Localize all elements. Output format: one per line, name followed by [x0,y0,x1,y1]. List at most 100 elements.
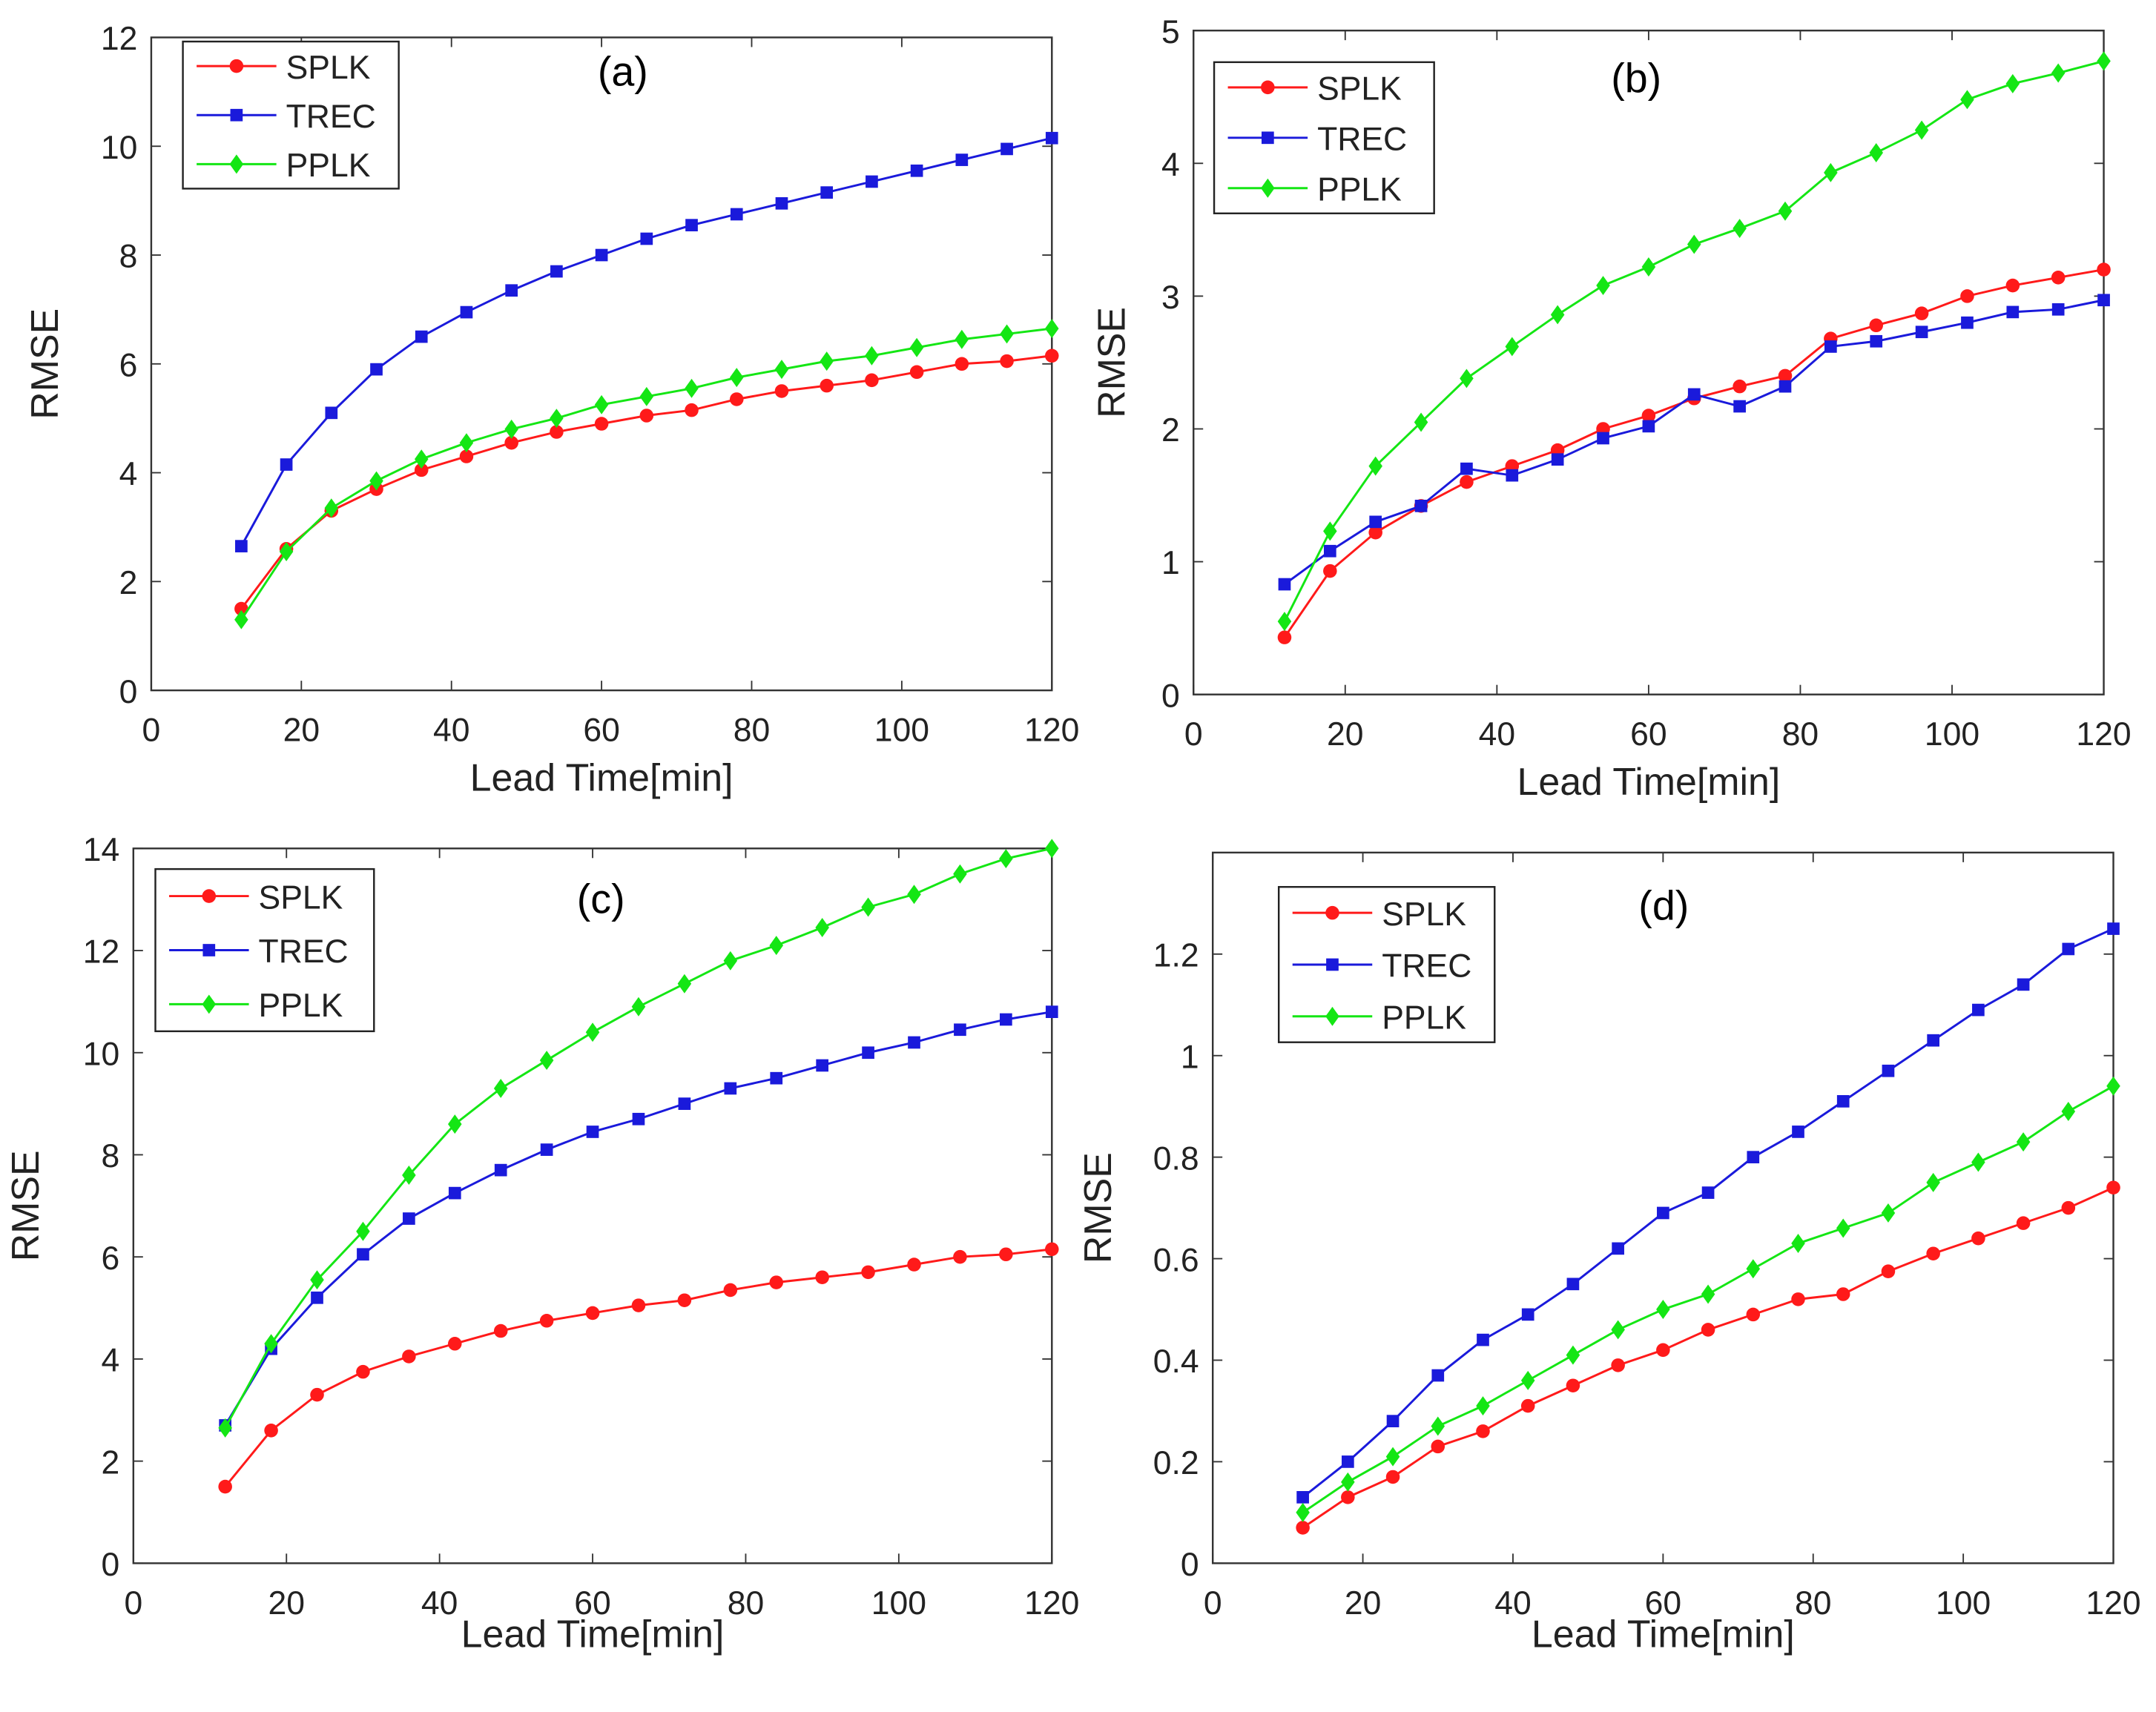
data-point [907,1257,921,1272]
y-tick-label: 0 [119,674,138,710]
x-axis-label: Lead Time[min] [1532,1613,1795,1656]
x-tick-label: 120 [1024,713,1079,749]
x-tick-label: 20 [268,1585,304,1622]
data-point [1369,515,1382,529]
data-point [685,378,699,398]
y-tick-label: 0.8 [1153,1140,1199,1177]
data-point [1791,1292,1805,1306]
data-point [632,1112,645,1126]
x-tick-label: 20 [1327,716,1363,753]
data-point [1000,354,1014,368]
data-point [955,329,969,349]
x-tick-label: 40 [1494,1585,1531,1622]
data-point [866,175,878,188]
data-point [325,406,338,420]
legend-item-splk: SPLK [1292,896,1466,933]
data-point [1431,1439,1445,1454]
data-point [685,219,698,231]
data-point [631,1298,646,1312]
legend-label: SPLK [1382,896,1466,933]
data-point [1323,563,1337,578]
data-point [1550,305,1565,325]
legend-item-pplk: PPLK [197,148,371,184]
data-point [504,419,518,439]
legend-item-pplk: PPLK [1227,171,1402,208]
legend-marker [1261,178,1275,198]
series-splk [218,1242,1059,1494]
data-point [1971,1152,1985,1172]
x-tick-label: 0 [1204,1585,1222,1622]
data-point [550,409,564,429]
y-tick-label: 10 [101,130,137,166]
x-tick-label: 0 [124,1585,142,1622]
data-point [370,363,383,376]
x-tick-label: 40 [433,713,469,749]
data-point [2005,278,2020,293]
data-point [2051,303,2065,316]
data-point [816,1059,829,1072]
data-point [1733,379,1747,394]
data-point [639,386,654,406]
data-point [1701,1323,1715,1337]
data-point [448,1114,462,1134]
data-point [1521,1308,1534,1321]
data-point [1961,316,1974,329]
data-point [861,897,875,917]
data-point [631,997,646,1017]
data-point [1836,1287,1850,1301]
data-point [504,435,518,450]
legend-label: TREC [286,99,376,135]
data-point [414,449,429,469]
data-point [1611,1358,1625,1372]
data-point [594,417,609,431]
data-point [311,1291,323,1304]
legend-item-splk: SPLK [1227,71,1402,108]
data-point [1000,1013,1012,1026]
data-point [459,433,474,453]
data-point [2106,1180,2120,1194]
data-point [1385,1470,1400,1484]
data-point [729,392,744,406]
data-point [1386,1415,1400,1428]
legend-label: TREC [259,933,349,970]
x-tick-label: 20 [283,713,320,749]
data-point [585,1306,600,1321]
data-point [1824,162,1838,182]
legend-marker [1262,131,1274,145]
data-point [1368,525,1382,540]
data-point [218,1479,232,1494]
data-point [1733,400,1746,413]
data-point [723,1283,738,1298]
y-tick-label: 10 [83,1036,119,1072]
data-point [862,1046,874,1060]
data-point [1278,578,1291,591]
data-point [1792,1126,1804,1138]
y-tick-label: 2 [119,565,138,601]
data-point [414,463,429,477]
data-point [1747,1151,1760,1163]
data-point [908,1036,920,1049]
x-tick-label: 100 [874,713,929,749]
legend: SPLK TREC PPLK [1213,61,1435,214]
data-point [1960,289,1974,303]
y-tick-label: 4 [102,1343,120,1379]
data-point [1368,456,1382,476]
data-point [234,601,248,616]
x-tick-label: 80 [728,1585,764,1622]
data-point [493,1078,508,1098]
data-point [1824,340,1837,353]
data-point [820,378,834,393]
data-point [999,1247,1013,1262]
data-point [1045,1005,1058,1019]
subplot-title: (b) [1611,56,1661,102]
legend-item-splk: SPLK [169,879,343,916]
legend-marker [202,889,217,903]
data-point [1460,368,1474,389]
data-point [865,346,879,366]
subplot-c: 0 20 40 60 80 100 120 0 2 4 6 8 10 12 14 Lead Time[min]… [4,832,1079,1656]
y-axis-label: RMSE [24,308,67,420]
legend-item-trec: TREC [1227,121,1407,157]
legend-marker [1325,905,1339,920]
data-point [2016,1216,2031,1230]
data-point [539,1313,554,1328]
